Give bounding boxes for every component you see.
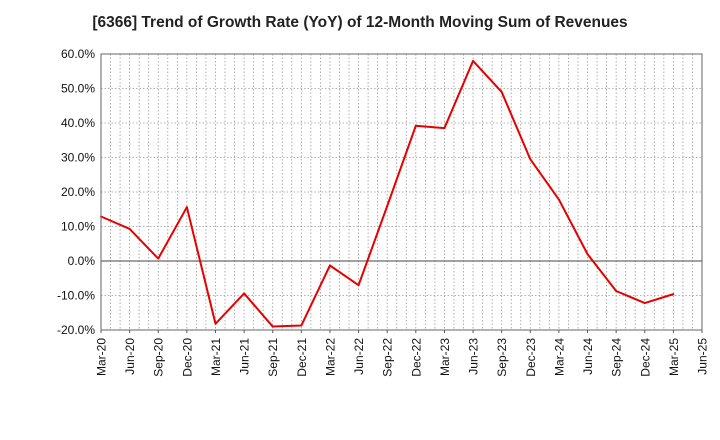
x-tick-label: Dec-24 xyxy=(638,338,652,377)
data-point xyxy=(271,325,274,328)
data-point xyxy=(414,124,417,127)
x-tick-label: Mar-23 xyxy=(438,338,452,376)
y-tick-label: 60.0% xyxy=(61,47,95,61)
y-tick-label: 0.0% xyxy=(68,254,96,268)
plot-frame xyxy=(100,53,703,331)
x-tick-label: Mar-22 xyxy=(323,338,337,376)
x-tick-label: Sep-24 xyxy=(610,338,624,377)
x-tick-label: Dec-21 xyxy=(295,338,309,377)
data-point xyxy=(128,228,131,230)
chart-title: [6366] Trend of Growth Rate (YoY) of 12-… xyxy=(92,14,628,31)
data-point xyxy=(643,302,646,304)
plot-area xyxy=(101,54,702,330)
data-point xyxy=(214,322,217,325)
x-tick-label: Sep-22 xyxy=(381,338,395,377)
x-tick-label: Sep-20 xyxy=(152,338,166,377)
x-tick-label: Dec-22 xyxy=(409,338,423,377)
data-point xyxy=(500,91,503,93)
y-tick-label: 30.0% xyxy=(61,151,95,165)
data-point xyxy=(472,60,474,62)
y-tick-label: 20.0% xyxy=(61,185,95,199)
x-tick-label: Jun-24 xyxy=(581,338,595,375)
x-tick-label: Jun-22 xyxy=(352,338,366,375)
x-tick-label: Jun-25 xyxy=(696,338,710,375)
x-tick-label: Jun-23 xyxy=(467,338,481,375)
data-point xyxy=(558,198,560,201)
data-point xyxy=(329,264,331,267)
x-tick-label: Sep-23 xyxy=(495,338,509,377)
data-point xyxy=(357,284,360,287)
data-point xyxy=(586,253,589,256)
x-tick-label: Jun-20 xyxy=(123,338,137,375)
y-tick-label: 10.0% xyxy=(61,220,95,234)
data-point xyxy=(386,205,389,208)
y-tick-label: 50.0% xyxy=(61,82,95,96)
y-axis: 60.0% 50.0% 40.0% 30.0% 20.0% 10.0% 0.0% -10.0%… xyxy=(57,47,95,337)
y-tick-label: -20.0% xyxy=(57,323,95,337)
x-tick-label: Jun-21 xyxy=(238,338,252,375)
data-point xyxy=(615,290,618,292)
data-point xyxy=(300,324,303,327)
data-point xyxy=(185,206,188,209)
x-tick-label: Dec-20 xyxy=(180,338,194,377)
x-tick-label: Dec-23 xyxy=(524,338,538,377)
y-tick-label: -10.0% xyxy=(57,289,95,303)
y-tick-label: 40.0% xyxy=(61,116,95,130)
x-tick-label: Mar-24 xyxy=(552,338,566,376)
x-tick-label: Mar-21 xyxy=(209,338,223,376)
data-point xyxy=(443,127,446,130)
data-point xyxy=(529,158,532,161)
data-point xyxy=(157,257,160,260)
x-tick-label: Mar-25 xyxy=(667,338,681,376)
data-point xyxy=(672,293,675,296)
x-tick-label: Sep-21 xyxy=(266,338,280,377)
grid-lines xyxy=(101,54,702,330)
x-tick-label: Mar-20 xyxy=(95,338,109,376)
x-axis: Mar-20 Jun-20 Sep-20 Dec-20 Mar-21 Jun-21 Sep-… xyxy=(95,330,710,377)
data-point xyxy=(243,292,245,295)
